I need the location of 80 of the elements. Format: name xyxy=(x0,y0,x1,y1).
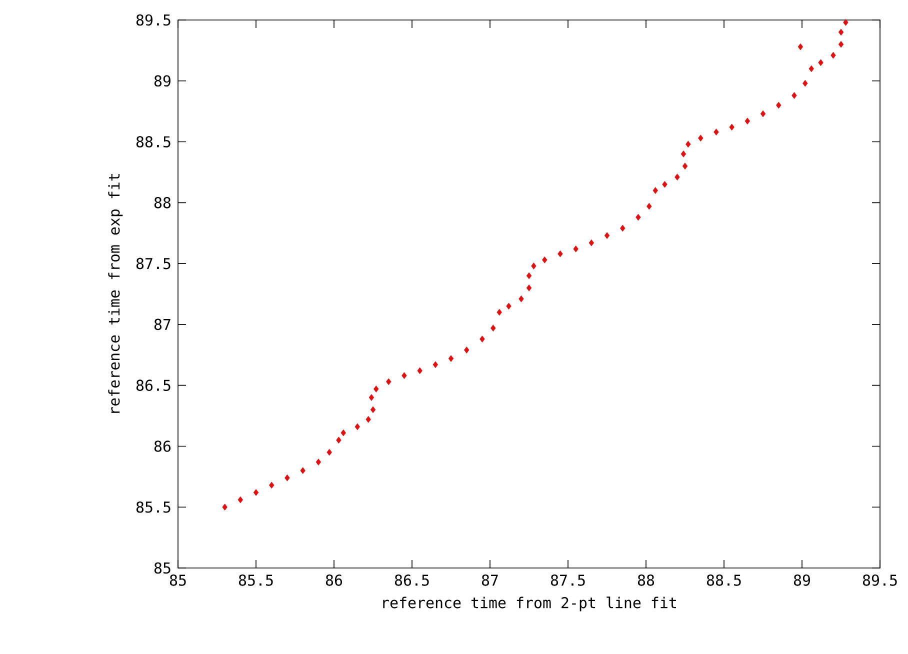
point xyxy=(636,214,641,221)
point xyxy=(680,150,686,158)
point xyxy=(366,416,371,423)
point xyxy=(714,128,719,136)
point xyxy=(698,134,704,142)
point xyxy=(662,181,668,188)
point xyxy=(370,406,376,414)
point xyxy=(386,378,392,386)
point xyxy=(340,429,346,436)
point xyxy=(573,246,578,252)
point xyxy=(682,162,688,170)
point xyxy=(480,336,485,342)
y-tick-label: 85 xyxy=(154,562,170,574)
point xyxy=(496,308,502,316)
x-tick-label: 86 xyxy=(326,574,342,586)
point xyxy=(808,65,814,72)
point xyxy=(792,92,797,99)
point xyxy=(222,504,228,511)
y-tick-label: 87 xyxy=(154,318,170,330)
y-tick-label: 89 xyxy=(154,75,170,87)
y-tick-label: 88.5 xyxy=(136,136,170,148)
point xyxy=(531,262,536,270)
point xyxy=(798,43,804,50)
point xyxy=(432,361,438,368)
point xyxy=(838,40,844,48)
point xyxy=(776,102,782,109)
x-tick-label: 87 xyxy=(482,574,498,586)
point xyxy=(284,474,290,482)
point xyxy=(238,496,243,504)
y-tick-label: 85.5 xyxy=(136,501,170,513)
y-tick-label: 89.5 xyxy=(136,14,170,26)
point xyxy=(253,489,259,496)
point xyxy=(316,458,321,466)
point xyxy=(674,174,680,180)
point xyxy=(402,372,407,379)
point xyxy=(729,124,734,131)
point xyxy=(464,346,470,354)
point xyxy=(526,272,532,280)
y-tick-label: 86 xyxy=(154,440,170,452)
point xyxy=(843,19,848,26)
point xyxy=(336,436,342,444)
point xyxy=(506,302,512,310)
x-tick-label: 89.5 xyxy=(862,574,897,586)
point xyxy=(604,232,610,239)
x-tick-label: 85.5 xyxy=(238,574,273,586)
y-tick-label: 88 xyxy=(154,197,171,208)
x-tick-label: 89 xyxy=(794,574,810,586)
point xyxy=(686,140,691,148)
x-axis-title: reference time from 2-pt line fit xyxy=(383,596,676,612)
point xyxy=(269,482,274,489)
point xyxy=(417,367,422,374)
point xyxy=(518,295,524,302)
point xyxy=(588,239,594,246)
point xyxy=(542,256,548,264)
point xyxy=(558,250,563,258)
point xyxy=(646,202,652,210)
y-axis-title: reference time from exp fit xyxy=(108,174,123,413)
point xyxy=(818,59,824,66)
point xyxy=(620,224,626,232)
point xyxy=(448,355,454,362)
y-tick-label: 86.5 xyxy=(136,380,170,391)
point xyxy=(802,80,808,87)
y-tick-label: 87.5 xyxy=(136,258,170,270)
x-tick-label: 88 xyxy=(638,574,654,586)
x-tick-label: 88.5 xyxy=(706,574,741,586)
point xyxy=(838,28,844,36)
point xyxy=(354,423,360,430)
point xyxy=(652,187,658,194)
x-tick-label: 87.5 xyxy=(550,574,585,586)
point xyxy=(526,284,532,292)
point xyxy=(760,110,766,118)
point xyxy=(326,448,332,456)
point xyxy=(300,467,306,474)
point xyxy=(490,324,496,332)
point xyxy=(368,394,374,401)
point xyxy=(374,386,379,392)
x-tick-label: 85 xyxy=(170,574,186,586)
point xyxy=(830,52,836,59)
x-tick-label: 86.5 xyxy=(394,574,429,586)
point xyxy=(744,118,750,124)
